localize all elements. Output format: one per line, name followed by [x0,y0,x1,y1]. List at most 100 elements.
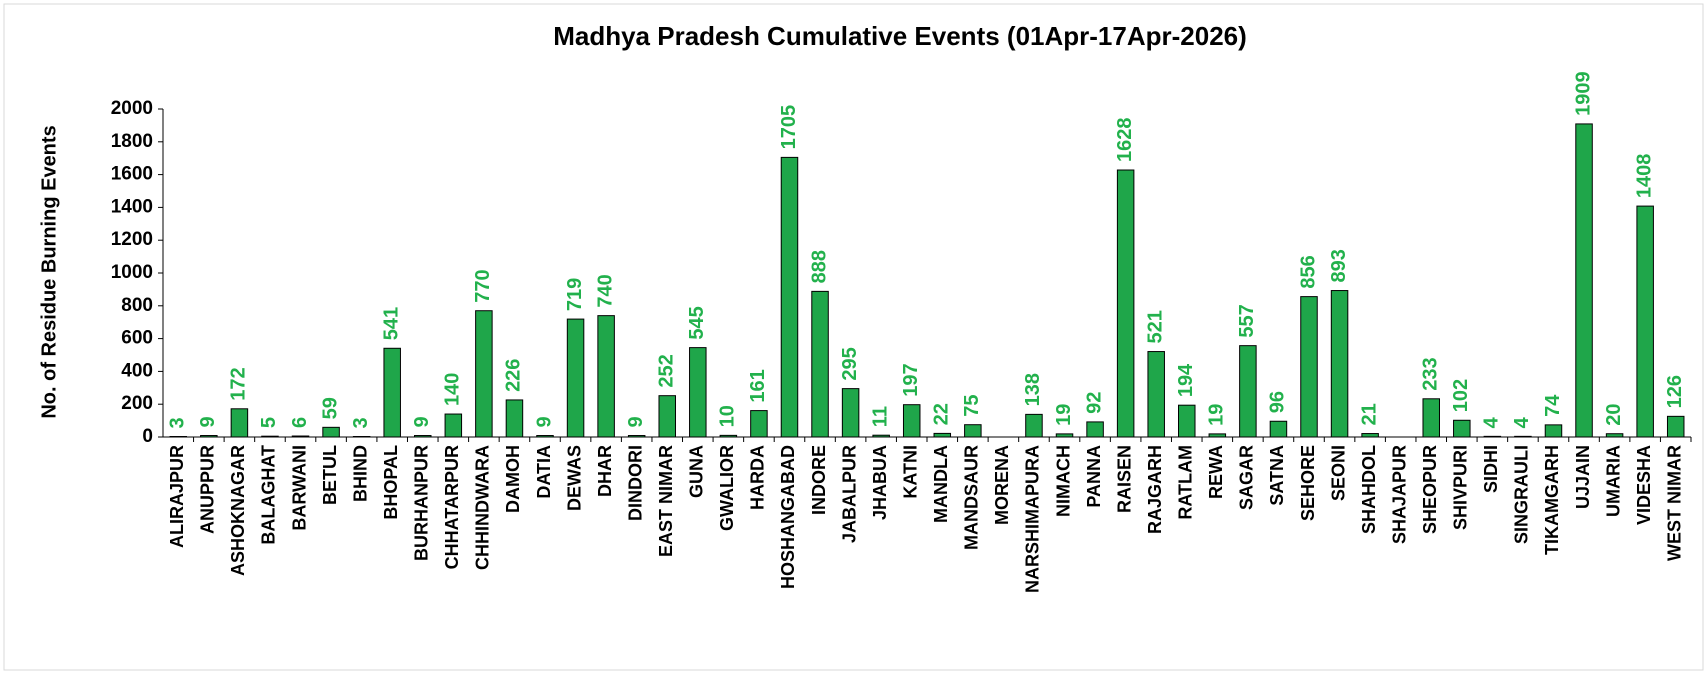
value-label: 138 [1022,373,1044,406]
bar [291,435,310,438]
x-tick-label: DINDORI [625,445,645,521]
value-label: 9 [533,416,555,427]
x-tick-label: SHAHDOL [1359,445,1379,534]
value-label: 3 [350,417,372,428]
y-tick-label: 1000 [111,262,153,283]
value-label: 1628 [1114,118,1136,163]
x-tick-label: SHIVPURI [1451,445,1471,530]
chart-title: Madhya Pradesh Cumulative Events (01Apr-… [553,21,1247,51]
y-tick-label: 200 [121,393,153,414]
x-tick-label: VIDESHA [1634,445,1654,525]
value-label: 541 [380,307,402,340]
x-tick-label: SIDHI [1481,445,1501,493]
bar [1178,404,1196,438]
bar [1239,345,1257,438]
x-tick-label: ASHOKNAGAR [228,445,248,576]
y-tick-label: 1600 [111,164,153,185]
x-tick-label: DEWAS [564,445,584,511]
bar [597,315,615,438]
y-tick-label: 1800 [111,131,153,152]
bar [1605,433,1624,438]
bar [1453,419,1471,438]
value-label: 545 [686,306,708,339]
bar [872,434,890,438]
value-label: 856 [1297,255,1319,288]
value-label: 92 [1083,392,1105,414]
value-label: 74 [1542,394,1564,417]
x-tick-label: SATNA [1267,445,1287,506]
value-label: 740 [594,274,616,307]
bar [1208,433,1227,438]
x-tick-label: BALAGHAT [259,445,279,545]
x-tick-label: BARWANI [289,445,309,531]
value-label: 75 [961,394,983,416]
y-tick-label: 1400 [111,196,153,217]
value-label: 4 [1481,416,1503,428]
bar [627,435,646,438]
value-label: 10 [717,405,739,427]
value-label: 1909 [1572,71,1594,116]
x-tick-label: ANUPPUR [198,445,218,534]
bar [1544,424,1563,438]
x-tick-label: HOSHANGABAD [778,445,798,589]
value-label: 19 [1053,404,1075,426]
x-tick-label: GWALIOR [717,445,737,531]
value-label: 140 [442,373,464,406]
value-label: 557 [1236,304,1258,337]
value-label: 3 [167,417,189,428]
x-tick-label: SINGRAULI [1512,445,1532,544]
bar [689,347,707,438]
bar [505,399,524,438]
bar [200,435,218,438]
bar [1147,351,1165,438]
x-tick-label: CHHINDWARA [473,445,493,570]
bar [1422,398,1440,438]
y-tick-label: 600 [121,328,153,349]
value-label: 126 [1664,375,1686,408]
x-tick-label: KATNI [900,445,920,499]
bar [261,435,279,438]
value-label: 197 [900,363,922,396]
value-label: 19 [1206,404,1228,426]
y-tick-label: 800 [121,295,153,316]
value-label: 172 [228,367,250,400]
y-axis-title: No. of Residue Burning Events [38,125,60,418]
bar [1055,433,1074,438]
y-tick-label: 2000 [111,98,153,119]
bar [1483,435,1502,438]
x-tick-label: DATIA [534,445,554,499]
chart-border [3,3,1704,671]
bar [658,395,676,438]
value-label: 9 [625,416,647,427]
bar [1361,433,1379,438]
x-tick-label: RAJGARH [1145,445,1165,534]
value-label: 1408 [1633,154,1655,199]
value-label: 521 [1144,310,1166,343]
y-tick-label: 1200 [111,229,153,250]
y-tick-label: 400 [121,360,153,381]
x-tick-label: CHHATARPUR [442,445,462,569]
bar [414,435,432,438]
value-label: 59 [319,397,341,419]
x-tick-label: ALIRAJPUR [167,445,187,548]
bar [444,413,463,438]
x-tick-label: MANDLA [931,445,951,523]
bar [1116,169,1135,438]
bar [902,404,921,438]
value-label: 770 [472,269,494,302]
bar [750,410,768,438]
bar [719,434,738,438]
bar [1575,123,1593,438]
x-tick-label: SEHORE [1298,445,1318,521]
bar [811,290,829,438]
x-tick-label: REWA [1206,445,1226,499]
value-label: 9 [197,416,219,427]
x-tick-label: UJJAIN [1573,445,1593,509]
value-label: 22 [931,403,953,425]
value-label: 20 [1603,403,1625,425]
bar [841,388,860,438]
y-tick-label: 0 [142,426,153,447]
x-tick-label: DHAR [595,445,615,497]
value-label: 4 [1511,416,1533,428]
